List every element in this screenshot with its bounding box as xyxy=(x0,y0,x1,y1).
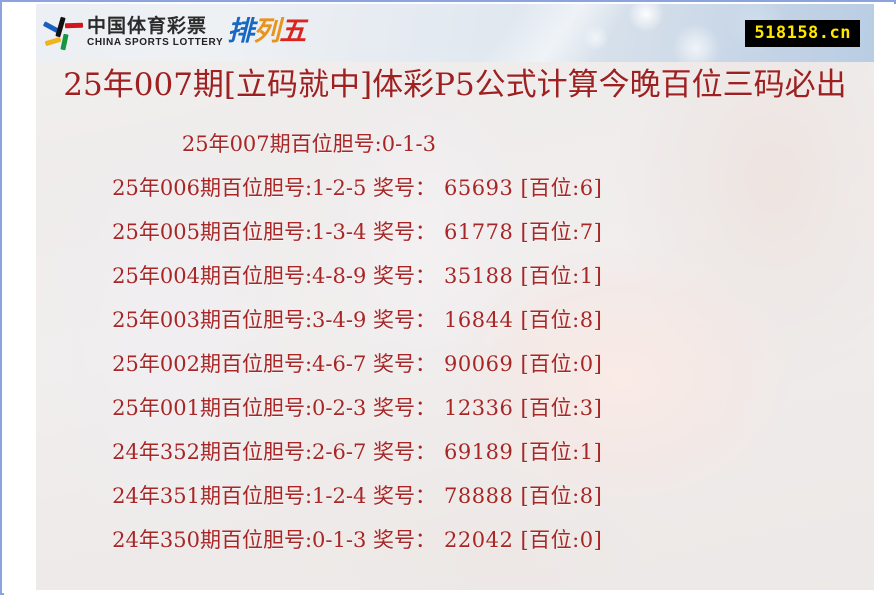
site-logo[interactable]: 中国体育彩票 CHINA SPORTS LOTTERY 排列五 xyxy=(42,10,306,54)
background-fade-veil xyxy=(36,4,874,590)
forecast-row-period-and-picks: 25年005期百位胆号:1-3-4 奖号： xyxy=(112,220,436,244)
forecast-row: 25年005期百位胆号:1-3-4 奖号： 61778 [百位:7] xyxy=(36,210,874,254)
forecast-row: 25年006期百位胆号:1-2-5 奖号： 65693 [百位:6] xyxy=(36,166,874,210)
site-header: 中国体育彩票 CHINA SPORTS LOTTERY 排列五 518158.c… xyxy=(36,4,874,62)
forecast-row: 25年007期百位胆号:0-1-3 xyxy=(36,122,874,166)
forecast-row: 25年003期百位胆号:3-4-9 奖号： 16844 [百位:8] xyxy=(36,298,874,342)
forecast-row: 24年350期百位胆号:0-1-3 奖号： 22042 [百位:0] xyxy=(36,518,874,562)
brand-name-en: CHINA SPORTS LOTTERY xyxy=(87,36,224,48)
brand-wordmark: 中国体育彩票 CHINA SPORTS LOTTERY xyxy=(87,14,224,49)
forecast-row-period-and-picks: 24年351期百位胆号:1-2-4 奖号： xyxy=(112,484,436,508)
forecast-row-period-and-picks: 24年352期百位胆号:2-6-7 奖号： xyxy=(112,440,436,464)
lottery-emblem-icon xyxy=(42,12,84,52)
forecast-row-winning-number: 12336 [百位:3] xyxy=(444,396,603,420)
site-watermark-badge: 518158.cn xyxy=(745,20,860,47)
article-image: 中国体育彩票 CHINA SPORTS LOTTERY 排列五 518158.c… xyxy=(36,4,874,590)
emblem-stroke-yellow-icon xyxy=(44,36,62,47)
forecast-row-period-and-picks: 25年001期百位胆号:0-2-3 奖号： xyxy=(112,396,436,420)
forecast-row-period-and-picks: 25年003期百位胆号:3-4-9 奖号： xyxy=(112,308,436,332)
header-sparkle-decoration xyxy=(36,4,874,62)
emblem-stroke-green-icon xyxy=(60,33,69,51)
forecast-row-period-and-picks: 25年002期百位胆号:4-6-7 奖号： xyxy=(112,352,436,376)
forecast-row-winning-number: 69189 [百位:1] xyxy=(444,440,603,464)
article-title: 25年007期[立码就中]体彩P5公式计算今晚百位三码必出 xyxy=(63,67,847,103)
forecast-row: 25年004期百位胆号:4-8-9 奖号： 35188 [百位:1] xyxy=(36,254,874,298)
game-name-char-2: 列 xyxy=(253,16,280,47)
forecast-row-period-and-picks: 25年006期百位胆号:1-2-5 奖号： xyxy=(112,176,436,200)
forecast-row-winning-number: 78888 [百位:8] xyxy=(444,484,603,508)
forecast-row-winning-number: 16844 [百位:8] xyxy=(444,308,603,332)
forecast-row-winning-number: 65693 [百位:6] xyxy=(444,176,603,200)
game-name-char-3: 五 xyxy=(279,16,306,47)
brand-name-cn: 中国体育彩票 xyxy=(87,14,208,37)
forecast-row-period-and-picks: 25年004期百位胆号:4-8-9 奖号： xyxy=(112,264,436,288)
forecast-row-winning-number: 22042 [百位:0] xyxy=(444,528,603,552)
game-name-pailiewu: 排列五 xyxy=(227,16,306,47)
forecast-row: 24年352期百位胆号:2-6-7 奖号： 69189 [百位:1] xyxy=(36,430,874,474)
emblem-stroke-red-icon xyxy=(64,22,84,29)
forecast-row-winning-number: 61778 [百位:7] xyxy=(444,220,603,244)
forecast-row-period-and-picks: 25年007期百位胆号:0-1-3 xyxy=(181,132,436,156)
forecast-row-period-and-picks: 24年350期百位胆号:0-1-3 奖号： xyxy=(112,528,436,552)
forecast-row: 24年351期百位胆号:1-2-4 奖号： 78888 [百位:8] xyxy=(36,474,874,518)
forecast-row-winning-number: 35188 [百位:1] xyxy=(444,264,603,288)
game-name-char-1: 排 xyxy=(227,16,254,47)
forecast-list: 25年007期百位胆号:0-1-3 25年006期百位胆号:1-2-5 奖号： 65… xyxy=(36,122,874,562)
forecast-row: 25年002期百位胆号:4-6-7 奖号： 90069 [百位:0] xyxy=(36,342,874,386)
forecast-row: 25年001期百位胆号:0-2-3 奖号： 12336 [百位:3] xyxy=(36,386,874,430)
forecast-row-winning-number: 90069 [百位:0] xyxy=(444,352,603,376)
